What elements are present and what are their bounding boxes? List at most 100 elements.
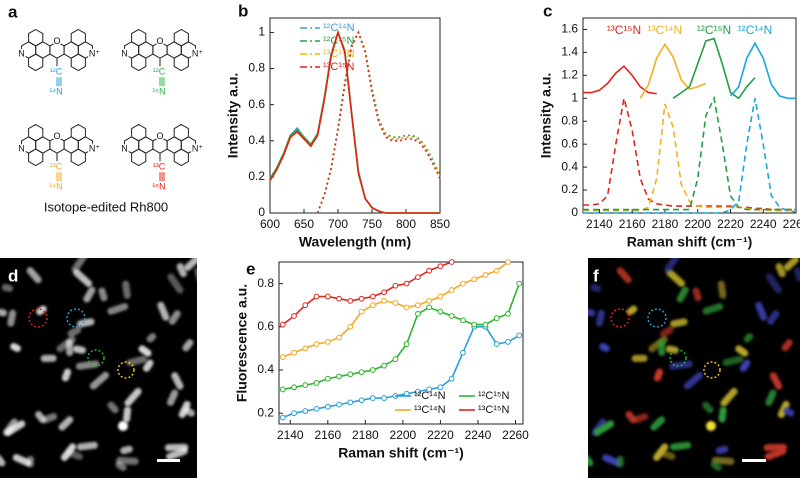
rod-body: [120, 445, 133, 455]
isotope-carbon: ¹³C: [153, 162, 166, 172]
marker: [414, 302, 421, 309]
marker: [279, 321, 286, 328]
atom-label: N: [18, 48, 25, 58]
marker: [403, 280, 410, 287]
marker: [448, 375, 455, 382]
rod: [26, 267, 42, 284]
structure: O N N⁺ ¹²C ¹⁵N: [120, 28, 205, 97]
structure: O N N⁺ ¹³C ¹⁴N: [17, 123, 102, 192]
atom-label: O: [53, 131, 60, 141]
rod: [126, 355, 148, 367]
rod: [739, 359, 751, 372]
marker: [460, 349, 466, 356]
rod-body: [75, 360, 100, 370]
rod: [4, 420, 26, 436]
rod: [670, 318, 688, 328]
rod: [683, 371, 704, 390]
series-line: [316, 30, 441, 214]
rod-body: [794, 267, 800, 282]
legend-label: ¹³C¹⁵N: [478, 404, 509, 416]
rod: [588, 454, 594, 467]
marker: [313, 341, 320, 347]
atom-label: N: [121, 48, 128, 58]
roi: [28, 308, 48, 328]
marker: [448, 287, 455, 293]
rod: [625, 411, 637, 424]
rod-body: [593, 420, 615, 436]
atom-label: N: [121, 143, 128, 153]
marker: [392, 356, 399, 363]
rod: [743, 333, 754, 343]
marker: [437, 384, 444, 391]
rod: [107, 401, 119, 414]
marker: [505, 310, 511, 317]
rod-body: [72, 345, 86, 354]
y-tick-label: 0.6: [561, 136, 578, 150]
series-line: [269, 29, 440, 214]
ring: [173, 28, 189, 47]
rod: [194, 267, 197, 282]
marker: [302, 345, 309, 352]
isotope-nitrogen: ¹⁵N: [152, 87, 165, 97]
rod-body: [98, 287, 108, 302]
rod: [115, 461, 127, 471]
marker: [279, 354, 286, 360]
rod: [593, 420, 615, 436]
marker: [291, 313, 297, 319]
bright-spot: [118, 421, 128, 431]
rod-body: [171, 372, 184, 390]
rod-body: [743, 333, 754, 343]
marker: [302, 382, 309, 389]
rod-body: [717, 280, 727, 299]
ring: [131, 28, 147, 47]
rod: [653, 443, 669, 461]
rod: [107, 303, 129, 315]
rod: [633, 413, 649, 424]
legend-label: ¹²C¹⁴N: [414, 390, 446, 402]
rod: [12, 454, 32, 467]
rod: [720, 387, 738, 407]
y-tick-label: 1.2: [561, 68, 578, 82]
y-tick-label: 0.4: [257, 362, 274, 376]
rod-body: [138, 345, 152, 357]
isotope-nitrogen: ¹⁴N: [49, 182, 62, 192]
y-tick-label: 0.2: [561, 182, 578, 196]
rod-body: [26, 267, 42, 284]
rod-body: [739, 359, 751, 372]
marker: [336, 334, 342, 341]
structure: O N N⁺ ¹³C ¹⁵N: [120, 123, 205, 192]
plot-frame: [278, 261, 524, 425]
marker: [336, 401, 342, 408]
rod-body: [660, 326, 674, 338]
marker: [392, 282, 399, 289]
rod-body: [702, 303, 724, 315]
rod: [0, 454, 6, 467]
rod: [718, 406, 727, 423]
rod-body: [769, 372, 783, 390]
legend-label: ¹³C¹⁴N: [648, 23, 682, 37]
marker: [437, 308, 444, 315]
marker: [493, 315, 500, 322]
rod-body: [595, 309, 605, 327]
series-line: [282, 283, 520, 391]
legend-label: ¹³C¹⁴N: [414, 404, 446, 416]
roi: [66, 308, 86, 328]
rod: [7, 309, 17, 327]
rod: [73, 269, 93, 287]
rod: [692, 287, 702, 302]
rod-body: [66, 339, 74, 357]
rod-body: [0, 454, 6, 467]
marker: [324, 339, 331, 345]
marker: [448, 259, 455, 265]
rod: [142, 359, 154, 372]
rod-body: [12, 454, 32, 467]
rod-body: [42, 413, 58, 424]
marker: [313, 293, 320, 300]
rod-body: [783, 407, 795, 417]
y-axis-title: Intensity a.u.: [538, 73, 554, 159]
rod-body: [722, 355, 744, 367]
rod-body: [602, 454, 621, 467]
marker: [358, 308, 365, 315]
rod-body: [783, 258, 799, 271]
roi: [117, 361, 135, 379]
